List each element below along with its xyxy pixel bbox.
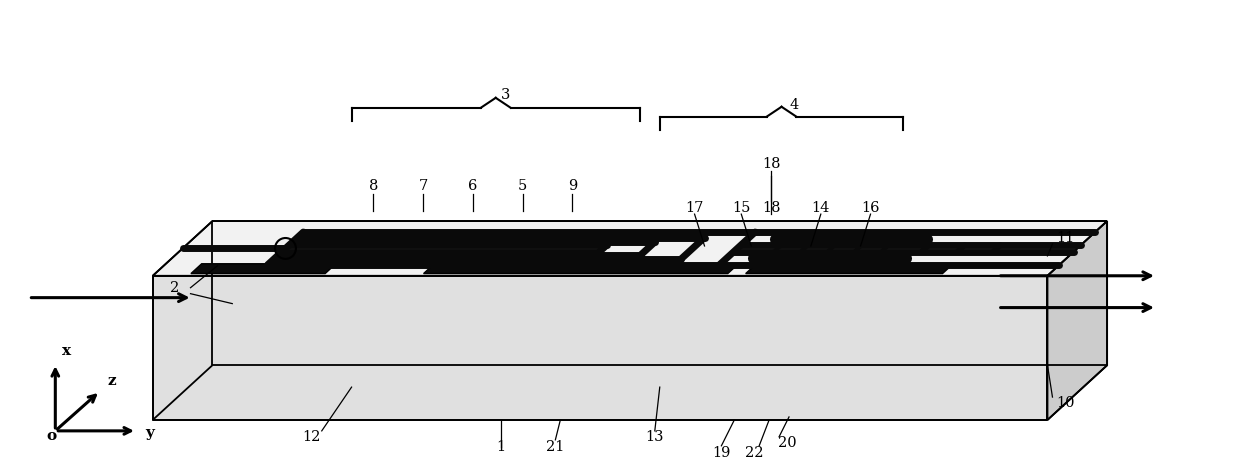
Polygon shape bbox=[745, 265, 952, 274]
Text: 15: 15 bbox=[732, 201, 750, 215]
Text: 17: 17 bbox=[686, 201, 704, 215]
Text: 16: 16 bbox=[862, 201, 879, 215]
Text: 12: 12 bbox=[303, 430, 321, 444]
Text: 7: 7 bbox=[419, 179, 428, 193]
Polygon shape bbox=[191, 264, 336, 274]
Polygon shape bbox=[153, 221, 1107, 276]
Text: x: x bbox=[62, 344, 72, 358]
Text: 18: 18 bbox=[761, 158, 780, 171]
Text: 10: 10 bbox=[1056, 396, 1075, 410]
Text: 21: 21 bbox=[546, 440, 564, 454]
Text: 11: 11 bbox=[1056, 231, 1075, 245]
Text: 4: 4 bbox=[790, 98, 799, 112]
Text: 22: 22 bbox=[745, 446, 764, 460]
Text: 2: 2 bbox=[170, 281, 180, 295]
Polygon shape bbox=[153, 276, 1048, 420]
Text: 9: 9 bbox=[568, 179, 577, 193]
Text: 6: 6 bbox=[469, 179, 477, 193]
Text: 1: 1 bbox=[496, 440, 505, 454]
Text: y: y bbox=[145, 426, 154, 440]
Text: 20: 20 bbox=[777, 436, 796, 450]
Text: 8: 8 bbox=[368, 179, 378, 193]
Text: 19: 19 bbox=[712, 446, 730, 460]
Polygon shape bbox=[1048, 221, 1107, 420]
Text: z: z bbox=[107, 374, 115, 388]
Text: 13: 13 bbox=[646, 430, 665, 444]
Text: 3: 3 bbox=[501, 88, 511, 102]
Polygon shape bbox=[424, 265, 738, 274]
Text: 5: 5 bbox=[518, 179, 527, 193]
Text: 18: 18 bbox=[761, 201, 780, 215]
Text: 14: 14 bbox=[812, 201, 830, 215]
Text: o: o bbox=[46, 429, 57, 443]
